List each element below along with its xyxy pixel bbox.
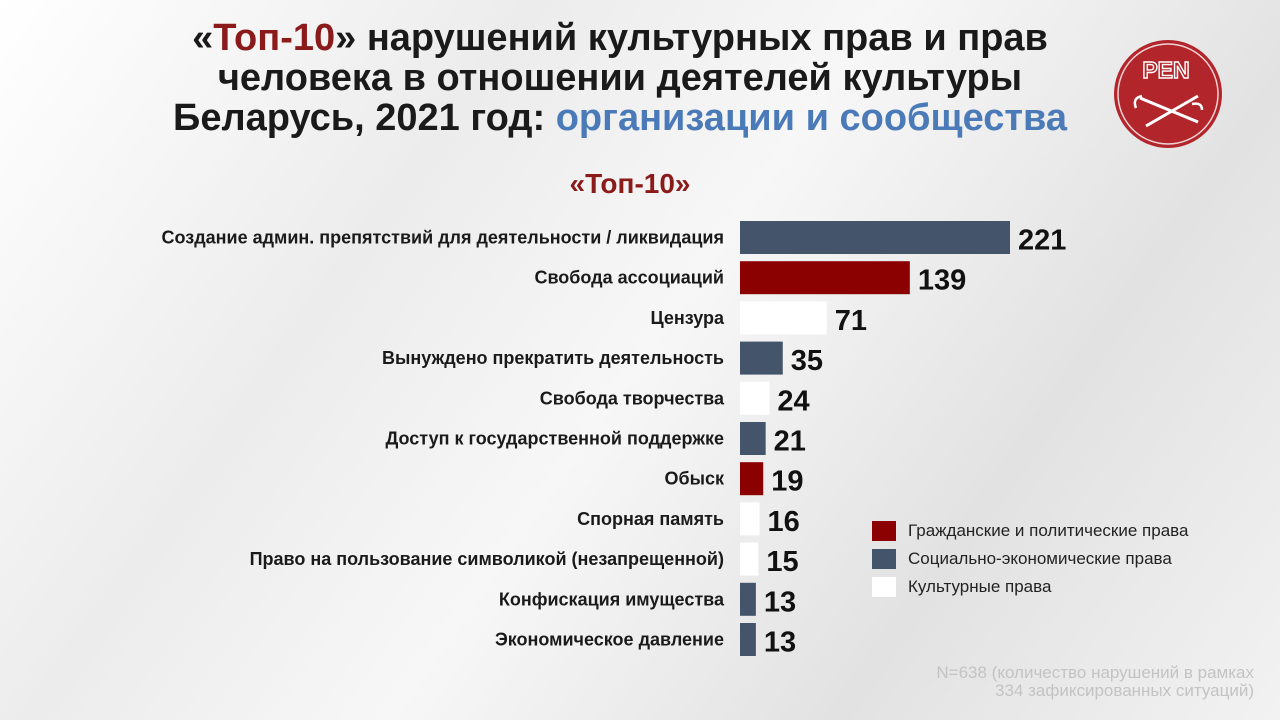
legend-swatch-civil [872, 521, 896, 541]
legend-label-cultural: Культурные права [908, 577, 1052, 596]
bar-6 [740, 462, 764, 496]
value-label-0: 221 [1018, 225, 1066, 257]
value-label-10: 13 [764, 627, 796, 659]
value-label-3: 35 [791, 345, 823, 377]
logo-sword-stroke [1145, 94, 1199, 128]
chart-title: «Топ-10» нарушений культурных прав и пра… [100, 18, 1140, 138]
legend-label-socio: Социально-экономические права [908, 549, 1172, 568]
bar-7 [740, 502, 760, 536]
bar-9 [740, 582, 756, 616]
value-label-5: 21 [774, 426, 806, 458]
category-label-10: Экономическое давление [495, 630, 724, 650]
category-label-3: Вынуждено прекратить деятельность [382, 348, 724, 368]
bar-10 [740, 623, 756, 656]
category-label-0: Создание админ. препятствий для деятельн… [162, 228, 725, 248]
title-rest: » нарушений культурных прав и прав [335, 17, 1048, 59]
legend-item-cultural: Культурные права [872, 573, 1188, 601]
title-accent: организации и сообщества [555, 97, 1067, 139]
title-line-1: «Топ-10» нарушений культурных прав и пра… [100, 18, 1140, 58]
value-label-9: 13 [764, 586, 796, 618]
logo-pen-stroke [1139, 96, 1199, 124]
logo-text: PEN [1142, 57, 1189, 83]
title-prefix: Беларусь, 2021 год: [173, 97, 546, 139]
bar-5 [740, 422, 766, 455]
bar-0 [740, 221, 1010, 254]
value-label-7: 16 [768, 506, 800, 538]
category-label-7: Спорная память [577, 509, 724, 529]
value-label-4: 24 [777, 385, 809, 417]
category-label-4: Свобода творчества [540, 388, 725, 408]
legend: Гражданские и политические права Социаль… [872, 517, 1188, 601]
pen-logo: PEN [1114, 40, 1222, 148]
category-label-1: Свобода ассоциаций [534, 268, 724, 288]
legend-item-civil: Гражданские и политические права [872, 517, 1188, 545]
value-label-2: 71 [835, 305, 867, 337]
title-line-2: человека в отношении деятелей культуры [217, 57, 1023, 99]
chart-subtitle: «Топ-10» [569, 168, 691, 199]
title-line-3: Беларусь, 2021 год: организации и сообще… [100, 98, 1140, 138]
value-label-8: 15 [766, 546, 798, 578]
category-label-6: Обыск [664, 469, 725, 489]
bar-4 [740, 381, 770, 415]
bar-1 [740, 261, 910, 295]
legend-label-civil: Гражданские и политические права [908, 521, 1189, 540]
legend-swatch-socio [872, 549, 896, 569]
value-label-6: 19 [771, 466, 803, 498]
footnote: N=638 (количество нарушений в рамках 334… [936, 664, 1254, 700]
category-label-2: Цензура [650, 308, 725, 328]
title-quote: « [192, 17, 214, 59]
category-label-5: Доступ к государственной поддержке [386, 429, 725, 449]
value-label-1: 139 [918, 265, 966, 297]
bar-2 [740, 301, 827, 335]
category-label-8: Право на пользование символикой (незапре… [250, 549, 724, 569]
legend-swatch-cultural [872, 577, 896, 597]
footnote-line-1: N=638 (количество нарушений в рамках [936, 663, 1254, 682]
legend-item-socio: Социально-экономические права [872, 545, 1188, 573]
bar-8 [740, 542, 759, 576]
footnote-line-2: 334 зафиксированных ситуаций) [995, 681, 1254, 700]
category-label-9: Конфискация имущества [499, 589, 725, 609]
title-highlight: Топ-10 [213, 17, 336, 59]
bar-3 [740, 341, 783, 375]
